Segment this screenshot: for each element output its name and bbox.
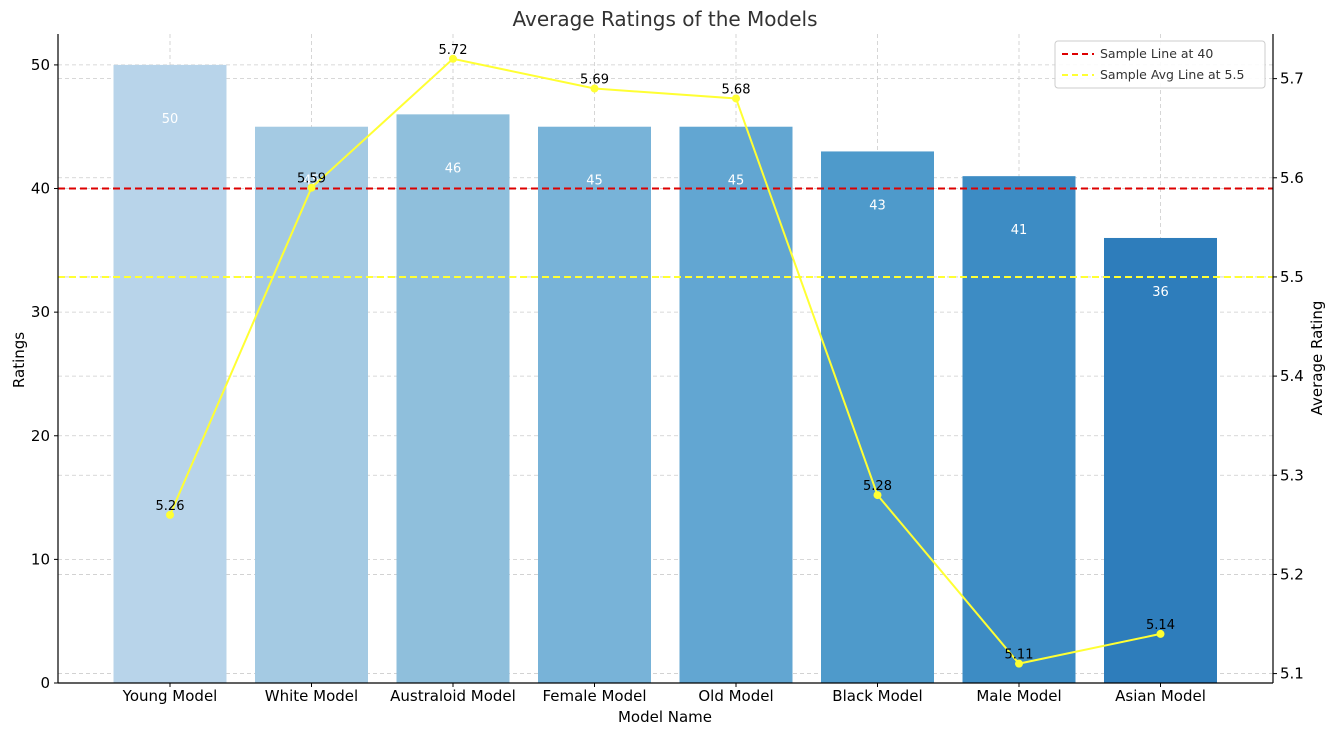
chart-title: Average Ratings of the Models [512,7,817,31]
x-tick-label: Black Model [832,687,922,705]
y2-tick-label: 5.7 [1280,70,1304,88]
y-axis-label: Ratings [10,332,28,388]
series-point [590,84,599,93]
bar-value-label: 50 [162,112,179,127]
series-point [449,54,457,63]
series-point [166,510,174,519]
bar [679,126,793,683]
point-value-label: 5.72 [439,43,468,58]
bar [821,151,934,683]
legend-entry-sample-line: Sample Line at 40 [1100,46,1213,61]
line-series: 5.26 5.59 5.72 5.69 5.68 5.28 5.11 5.14 [156,43,1175,668]
bar-value-label: 43 [869,198,886,213]
bar [962,176,1076,683]
y2-tick-label: 5.6 [1280,169,1304,187]
legend: Sample Line at 40 Sample Avg Line at 5.5 [1054,40,1266,89]
y2-axis-label: Average Rating [1308,301,1326,416]
series-point [307,183,316,192]
bar-value-label: 46 [445,161,462,176]
x-tick-label: Young Model [122,687,218,705]
y2-tick-label: 5.1 [1280,665,1304,683]
point-value-label: 5.68 [722,82,751,97]
y2-tick-label: 5.4 [1280,367,1304,385]
reference-lines [58,187,1273,278]
series-point [1156,629,1165,638]
point-value-label: 5.11 [1005,648,1034,663]
axes: 0 10 20 30 40 50 5.1 5.2 5.3 5.4 5.5 5.6 5.7 Young Mo… [31,34,1304,705]
bar [1104,237,1217,683]
legend-entry-sample-avg-line: Sample Avg Line at 5.5 [1100,67,1244,82]
bar-value-label: 36 [1152,285,1169,300]
x-tick-label: Female Model [542,687,646,705]
series-point [1015,659,1023,668]
series-point [873,491,882,500]
point-value-label: 5.14 [1146,618,1175,633]
x-tick-label: Asian Model [1115,687,1206,705]
y-tick-label: 20 [31,427,50,445]
bar [255,126,368,683]
legend-box [1054,40,1266,89]
bar-value-label: 41 [1011,223,1028,238]
x-tick-label: Australoid Model [390,687,516,705]
point-value-label: 5.69 [580,73,609,88]
x-tick-label: Male Model [976,687,1061,705]
bar [113,64,227,683]
y2-tick-label: 5.5 [1280,268,1304,286]
bar [538,126,651,683]
y-tick-label: 50 [31,56,50,74]
point-value-label: 5.28 [863,479,892,494]
series-line [169,57,1161,665]
x-tick-label: Old Model [698,687,773,705]
y2-tick-label: 5.2 [1280,565,1304,583]
point-value-label: 5.26 [156,499,185,514]
point-value-label: 5.59 [297,172,326,187]
x-tick-label: White Model [265,687,358,705]
y2-tick-label: 5.3 [1280,466,1304,484]
bar-value-label: 45 [586,174,603,189]
bar [396,114,510,684]
y-tick-label: 10 [31,550,50,568]
y-tick-label: 40 [31,180,50,198]
y-tick-label: 0 [40,674,50,692]
bar-value-label: 45 [728,174,745,189]
series-point [732,94,740,103]
grid-layer [58,34,1273,684]
x-axis-label: Model Name [618,708,712,726]
y-tick-label: 30 [31,303,50,321]
